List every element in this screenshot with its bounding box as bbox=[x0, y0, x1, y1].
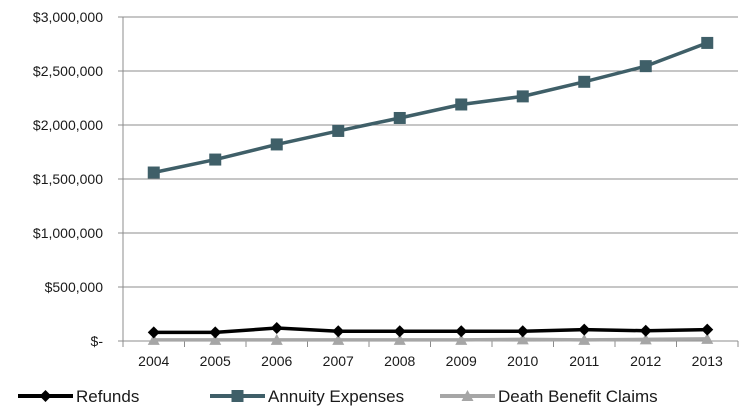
data-point-refunds bbox=[147, 326, 160, 339]
data-point-refunds bbox=[516, 325, 529, 338]
legend-label-annuity-expenses: Annuity Expenses bbox=[268, 387, 404, 406]
series-line-annuity-expenses bbox=[153, 41, 708, 175]
data-point-annuity-expenses bbox=[701, 36, 714, 49]
data-point-refunds bbox=[393, 325, 406, 338]
data-point-death-benefit-claims bbox=[332, 333, 345, 345]
data-point-death-benefit-claims bbox=[455, 333, 468, 345]
data-point-annuity-expenses bbox=[209, 153, 222, 166]
x-tick-label: 2006 bbox=[261, 353, 292, 369]
series-line-death-benefit-claims bbox=[153, 337, 708, 342]
x-tick-label: 2012 bbox=[630, 353, 661, 369]
legend-label-refunds: Refunds bbox=[76, 387, 139, 406]
x-tick-label: 2010 bbox=[507, 353, 538, 369]
data-point-refunds bbox=[701, 323, 714, 336]
x-tick-label: 2007 bbox=[323, 353, 354, 369]
series-annuity-expenses bbox=[147, 36, 714, 179]
data-point-death-benefit-claims bbox=[639, 333, 652, 345]
data-point-annuity-expenses bbox=[639, 60, 652, 73]
data-point-death-benefit-claims bbox=[578, 333, 591, 345]
data-point-death-benefit-claims bbox=[393, 333, 406, 345]
x-tick-label: 2005 bbox=[200, 353, 231, 369]
x-tick-label: 2004 bbox=[138, 353, 169, 369]
y-tick-label: $1,500,000 bbox=[33, 171, 103, 187]
data-point-refunds bbox=[270, 322, 283, 335]
x-tick-label: 2009 bbox=[446, 353, 477, 369]
legend-marker-death-benefit-claims bbox=[461, 390, 474, 401]
data-point-annuity-expenses bbox=[393, 111, 406, 124]
legend-item-death-benefit-claims: Death Benefit Claims bbox=[440, 387, 658, 406]
y-tick-label: $2,500,000 bbox=[33, 63, 103, 79]
data-point-annuity-expenses bbox=[516, 90, 529, 103]
y-tick-label: $1,000,000 bbox=[33, 225, 103, 241]
data-point-annuity-expenses bbox=[147, 166, 160, 179]
legend-item-refunds: Refunds bbox=[18, 387, 139, 406]
data-point-annuity-expenses bbox=[270, 138, 283, 151]
series-lines bbox=[147, 36, 714, 345]
x-tick-label: 2011 bbox=[569, 353, 599, 369]
series-refunds bbox=[147, 322, 714, 339]
y-tick-label: $500,000 bbox=[45, 279, 104, 295]
series-line-refunds bbox=[153, 326, 708, 335]
legend-marker-annuity-expenses bbox=[231, 390, 244, 402]
y-tick-label: $3,000,000 bbox=[33, 9, 103, 25]
data-point-annuity-expenses bbox=[455, 98, 468, 111]
data-point-refunds bbox=[578, 323, 591, 336]
data-point-refunds bbox=[639, 324, 652, 337]
axes: $- $500,000 $1,000,000 $1,500,000 $2,000,000… bbox=[33, 9, 739, 369]
x-tick-label: 2013 bbox=[692, 353, 723, 369]
data-point-death-benefit-claims bbox=[701, 332, 714, 344]
series-death-benefit-claims bbox=[147, 332, 714, 345]
y-tick-label: $2,000,000 bbox=[33, 117, 103, 133]
legend-marker-refunds bbox=[39, 390, 52, 402]
legend-item-annuity-expenses: Annuity Expenses bbox=[210, 387, 404, 406]
data-point-refunds bbox=[209, 326, 222, 339]
gridlines bbox=[123, 16, 738, 288]
data-point-refunds bbox=[455, 325, 468, 338]
data-point-death-benefit-claims bbox=[147, 333, 160, 345]
data-point-death-benefit-claims bbox=[209, 333, 222, 345]
data-point-refunds bbox=[332, 325, 345, 338]
x-tick-label: 2008 bbox=[384, 353, 415, 369]
legend: Refunds Annuity Expenses Death Benefit Cla… bbox=[18, 387, 658, 406]
data-point-annuity-expenses bbox=[578, 75, 591, 88]
data-point-annuity-expenses bbox=[332, 124, 345, 137]
data-point-death-benefit-claims bbox=[516, 333, 529, 345]
legend-label-death-benefit-claims: Death Benefit Claims bbox=[498, 387, 658, 406]
data-point-death-benefit-claims bbox=[270, 333, 283, 345]
y-tick-label: $- bbox=[91, 333, 104, 349]
